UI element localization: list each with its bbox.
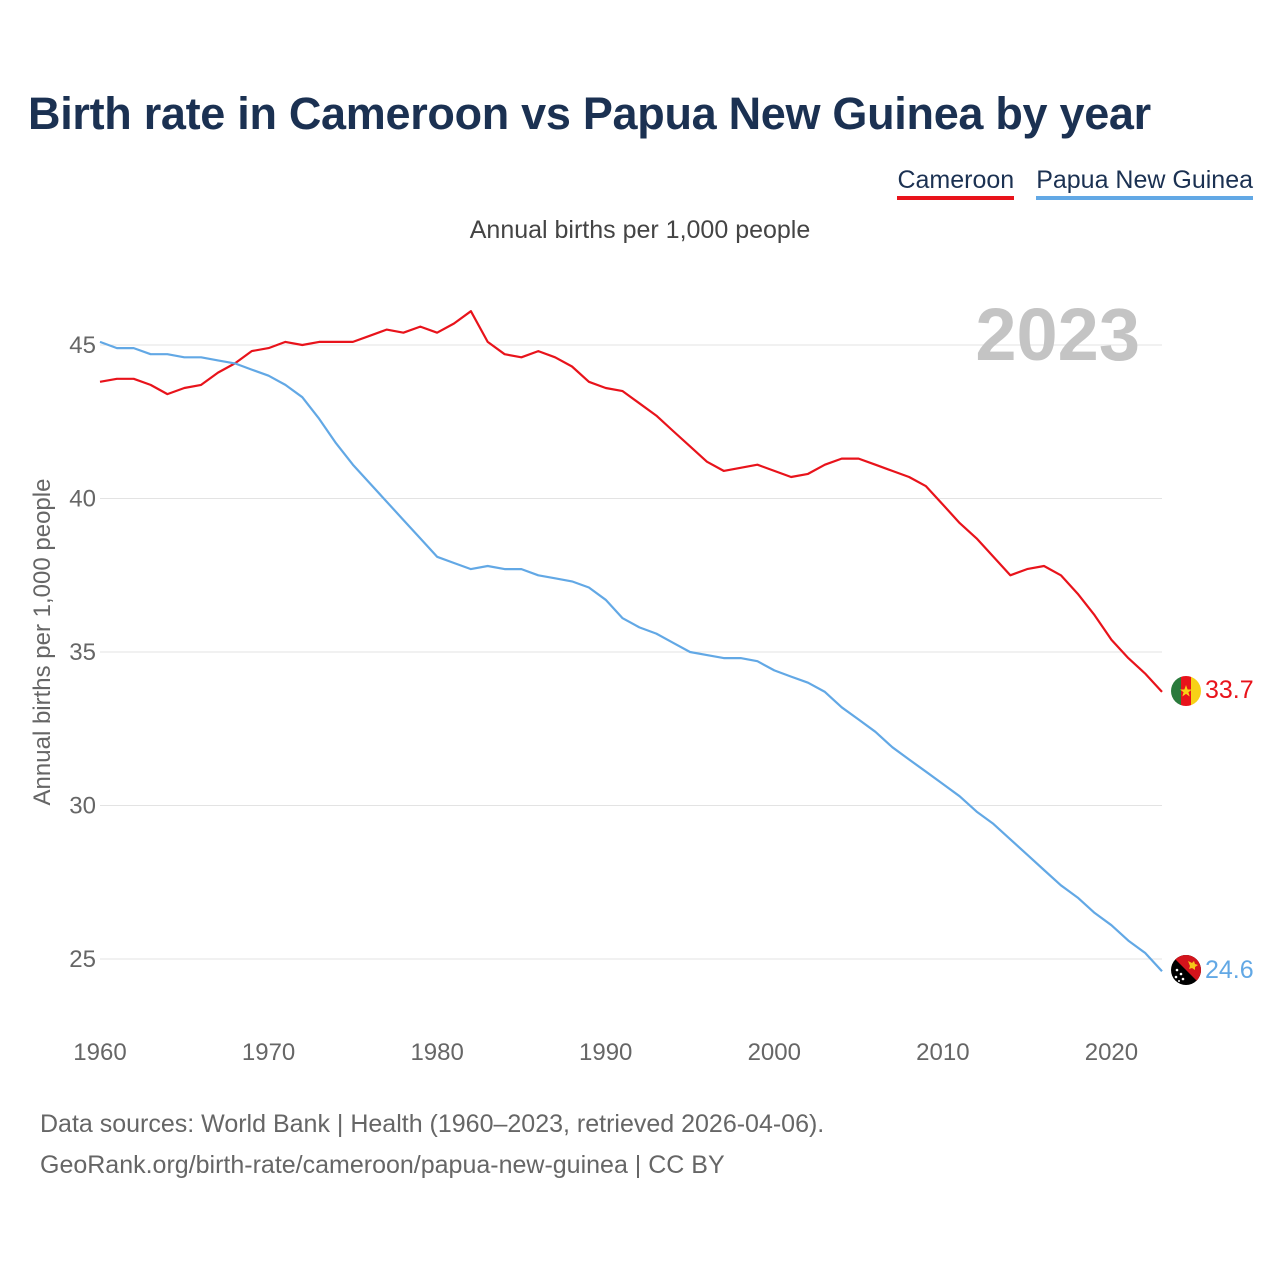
x-tick-label: 1960 xyxy=(73,1039,126,1066)
y-axis-ticks: 25 30 35 40 45 xyxy=(69,332,96,973)
legend-item-cameroon[interactable]: Cameroon xyxy=(897,166,1015,200)
x-tick-label: 1980 xyxy=(410,1039,463,1066)
x-tick-label: 2020 xyxy=(1085,1039,1138,1066)
papua-new-guinea-flag-icon xyxy=(1171,955,1201,985)
chart-subtitle: Annual births per 1,000 people xyxy=(469,216,811,244)
data-source-text: Data sources: World Bank | Health (1960–… xyxy=(40,1110,825,1138)
series-line-papua-new-guinea[interactable] xyxy=(99,340,1163,973)
x-tick-label: 1990 xyxy=(579,1039,632,1066)
series-lines xyxy=(99,310,1163,973)
x-tick-label: 1970 xyxy=(242,1039,295,1066)
y-tick-label: 35 xyxy=(69,639,96,666)
x-axis-ticks: 1960 1970 1980 1990 2000 2010 2020 xyxy=(73,1039,1138,1066)
legend: Cameroon Papua New Guinea xyxy=(897,166,1253,200)
y-axis-title: Annual births per 1,000 people xyxy=(29,479,56,806)
x-tick-label: 2000 xyxy=(748,1039,801,1066)
y-tick-label: 25 xyxy=(69,946,96,973)
cameroon-end-value: 33.7 xyxy=(1205,676,1254,704)
papua-new-guinea-end-value: 24.6 xyxy=(1205,956,1254,984)
source-note: Data sources: World Bank | Health (1960–… xyxy=(40,1104,824,1186)
y-tick-label: 40 xyxy=(69,486,96,513)
legend-item-papua-new-guinea[interactable]: Papua New Guinea xyxy=(1036,166,1253,200)
series-line-cameroon[interactable] xyxy=(99,310,1163,693)
line-chart: 2023 25 30 35 40 45 1960 1970 1980 1990 2000 2010… xyxy=(29,293,1254,1066)
gridlines xyxy=(100,344,1162,960)
current-year-label: 2023 xyxy=(975,293,1140,376)
x-tick-label: 2010 xyxy=(916,1039,969,1066)
cameroon-flag-icon xyxy=(1171,676,1201,706)
source-url-link[interactable]: GeoRank.org/birth-rate/cameroon/papua-ne… xyxy=(40,1151,725,1179)
y-tick-label: 30 xyxy=(69,793,96,820)
chart-title: Birth rate in Cameroon vs Papua New Guin… xyxy=(28,88,1151,139)
y-tick-label: 45 xyxy=(69,332,96,359)
